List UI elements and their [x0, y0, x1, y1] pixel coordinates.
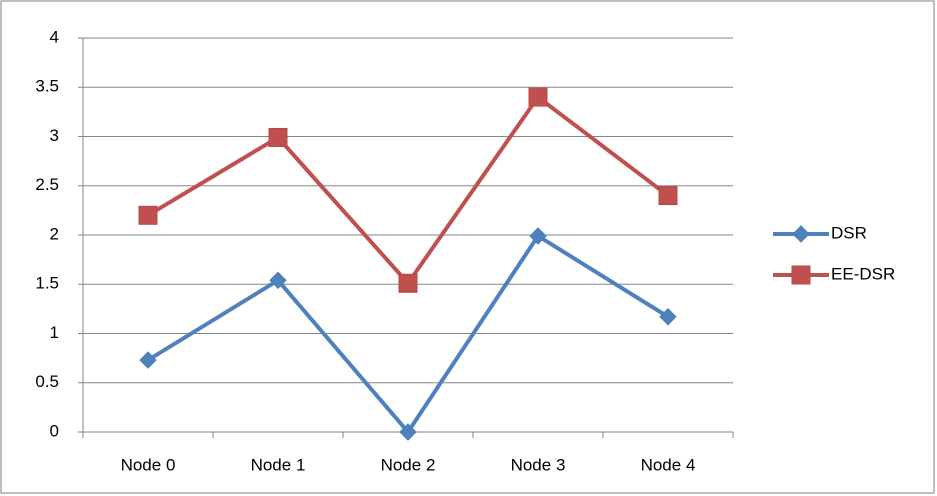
y-tick-label: 2.5	[35, 175, 59, 194]
legend-marker	[792, 225, 810, 243]
x-tick-label: Node 2	[381, 455, 436, 474]
legend-label: DSR	[831, 223, 867, 242]
data-point	[139, 351, 157, 369]
y-tick-label: 4	[50, 27, 59, 46]
data-point	[138, 205, 158, 225]
data-point	[529, 227, 547, 245]
data-point	[659, 308, 677, 326]
data-point	[528, 87, 548, 107]
y-tick-label: 0	[50, 421, 59, 440]
data-point	[269, 271, 287, 290]
x-tick-label: Node 3	[511, 455, 566, 474]
y-tick-label: 2	[50, 224, 59, 243]
data-point	[268, 127, 288, 147]
y-tick-label: 3.5	[35, 77, 59, 96]
legend-label: EE-DSR	[831, 264, 895, 283]
legend-marker	[791, 265, 811, 285]
x-tick-label: Node 1	[251, 455, 306, 474]
x-tick-label: Node 0	[121, 455, 176, 474]
data-point	[399, 423, 417, 441]
y-tick-label: 3	[50, 126, 59, 145]
y-tick-label: 1	[50, 323, 59, 342]
data-point	[398, 273, 418, 293]
y-tick-label: 1.5	[35, 274, 59, 293]
x-tick-label: Node 4	[641, 455, 696, 474]
y-tick-label: 0.5	[35, 372, 59, 391]
data-point	[658, 186, 678, 206]
